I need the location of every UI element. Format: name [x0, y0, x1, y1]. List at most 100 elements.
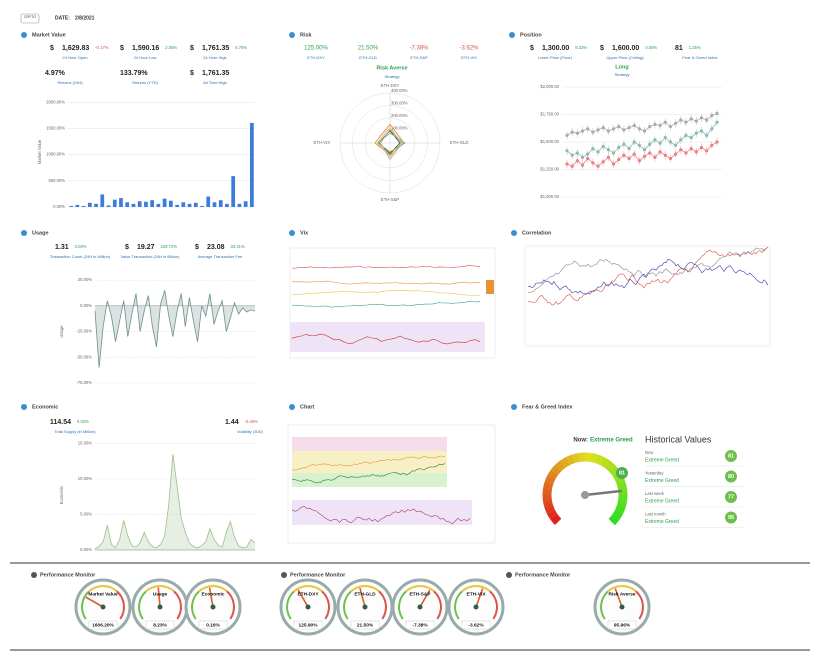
- image-line: [527, 246, 769, 306]
- gauge-arc: [176, 611, 182, 620]
- gauge-arc: [475, 584, 484, 589]
- point: [684, 133, 688, 137]
- stat-change: 5.76%: [235, 45, 247, 50]
- gauge-arc: [405, 586, 413, 593]
- gauge-arc: [286, 596, 291, 605]
- monitor-title: Performance Monitor: [40, 572, 96, 578]
- gauge-arc: [600, 611, 606, 620]
- gauge-arc: [600, 457, 611, 469]
- point: [601, 160, 605, 164]
- bar: [250, 122, 254, 207]
- image-frame: [524, 245, 771, 347]
- point: [627, 147, 631, 151]
- gauge-needle: [419, 589, 431, 608]
- point: [653, 138, 657, 142]
- gauge-arc: [95, 585, 103, 589]
- point: [648, 125, 652, 129]
- gauge-arc: [607, 586, 615, 593]
- gauge-arc: [193, 590, 200, 598]
- stat-value: -3.62%: [459, 46, 479, 52]
- bar: [87, 202, 92, 207]
- panel-icon: [21, 230, 27, 236]
- point: [658, 123, 662, 128]
- stat-label: 24 Hour Open: [62, 55, 87, 60]
- axis-label: ETH-GLD: [450, 140, 468, 145]
- point: [622, 128, 626, 132]
- area: [95, 454, 255, 550]
- point: [611, 127, 616, 131]
- gauge-value: 125.90%: [299, 622, 319, 628]
- logo: CRYTO: [20, 13, 40, 24]
- gauge-arc: [492, 611, 498, 620]
- y-tick-label: 5.00%: [80, 512, 92, 517]
- gauge-arc: [321, 590, 328, 598]
- history-class: Extreme Greed: [645, 478, 679, 484]
- bar: [231, 176, 236, 207]
- panel-icon: [289, 32, 295, 38]
- y-tick-label: 25.00%: [78, 277, 92, 282]
- gauge-arc: [454, 596, 459, 605]
- point: [606, 155, 610, 159]
- gauge-arc: [212, 584, 221, 589]
- point: [580, 163, 585, 167]
- point: [580, 129, 585, 133]
- line: [94, 454, 256, 549]
- gauge-arc: [571, 452, 581, 464]
- panel-title: Usage: [32, 230, 49, 236]
- stat-value: 1,600.00: [612, 45, 639, 52]
- now-class: Extreme Greed: [590, 438, 633, 444]
- image-line: [291, 463, 446, 484]
- needle-hub: [581, 491, 589, 499]
- point: [575, 159, 579, 163]
- gauge-arc: [378, 590, 385, 598]
- stat-value: 1,761.35: [202, 45, 229, 52]
- panel-icon: [511, 404, 517, 410]
- gauge-arc: [229, 611, 235, 620]
- y-tick-label: $1,750.00: [540, 112, 559, 117]
- point: [668, 125, 673, 129]
- gauge-needle: [614, 588, 623, 608]
- y-tick-label: 2000.00%: [46, 99, 65, 104]
- stat-value: 1,300.00: [542, 45, 569, 52]
- gauge-arc: [641, 604, 644, 613]
- history-class: Extreme Greed: [645, 457, 679, 463]
- y-tick-label: $1,500.00: [540, 139, 559, 144]
- bar: [131, 203, 136, 207]
- gauge-arc: [400, 590, 407, 598]
- point: [596, 150, 600, 154]
- point: [637, 159, 642, 163]
- bar: [144, 201, 148, 207]
- stat-change: 1.25%: [689, 45, 701, 50]
- gauge-arc: [614, 505, 626, 515]
- bar: [69, 205, 73, 207]
- bar: [106, 205, 111, 207]
- point: [663, 153, 667, 157]
- strategy: Long: [615, 64, 628, 70]
- stat-change: 33.41%: [231, 244, 245, 249]
- gauge-arc: [489, 590, 496, 598]
- y-tick-label: 1000.00%: [46, 152, 65, 157]
- gauge-arc: [159, 584, 168, 589]
- panel-title: Vix: [300, 230, 309, 236]
- point: [689, 147, 693, 151]
- point: [565, 149, 569, 153]
- history-class: Extreme Greed: [645, 498, 679, 504]
- gauge-arc: [173, 590, 180, 598]
- bar: [193, 202, 198, 207]
- point: [632, 123, 636, 128]
- date: 2/8/2021: [75, 15, 95, 21]
- point: [627, 126, 631, 130]
- y-tick-label: 0.00%: [80, 547, 92, 552]
- y-tick-label: -25.00%: [76, 329, 92, 334]
- gauge-arc: [616, 481, 628, 491]
- r-tick-label: 400.00%: [391, 88, 408, 93]
- gauge-arc: [83, 590, 90, 598]
- gauge-arc: [542, 499, 554, 509]
- panel-icon: [506, 572, 512, 578]
- gauge-arc: [345, 590, 352, 598]
- y-axis-title: Market Value: [37, 139, 42, 164]
- history-value: 81: [728, 453, 734, 459]
- bar: [237, 203, 242, 207]
- point: [632, 152, 636, 156]
- panel-icon: [509, 32, 515, 38]
